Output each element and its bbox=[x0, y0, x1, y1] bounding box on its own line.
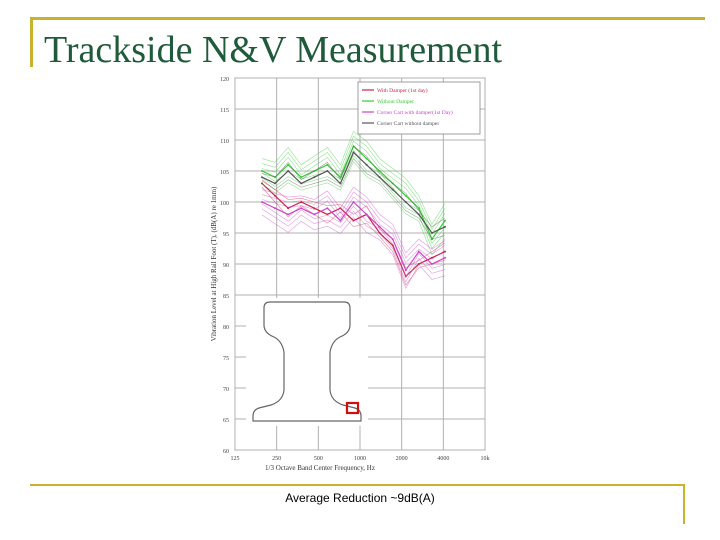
series-point bbox=[444, 219, 446, 222]
series-spread-line bbox=[261, 214, 446, 289]
series-point bbox=[378, 225, 381, 228]
series-point bbox=[261, 170, 263, 172]
series-spread-line bbox=[261, 191, 446, 259]
series-point bbox=[352, 219, 355, 222]
x-tick-label: 125 bbox=[231, 456, 240, 462]
series-spread-line bbox=[261, 208, 446, 283]
series-point bbox=[287, 163, 290, 166]
series-point bbox=[404, 194, 407, 197]
series-spread-line bbox=[261, 186, 446, 286]
series-point bbox=[339, 219, 342, 222]
y-tick-label: 105 bbox=[220, 170, 229, 176]
x-tick-label: 10k bbox=[481, 456, 490, 462]
bottom-right-border-line bbox=[683, 484, 685, 524]
series-point bbox=[378, 170, 381, 172]
series-point bbox=[391, 238, 394, 241]
series-point bbox=[417, 263, 420, 265]
y-tick-label: 80 bbox=[223, 325, 229, 331]
x-tick-label: 2000 bbox=[396, 456, 408, 462]
series-point bbox=[417, 250, 420, 253]
x-tick-label: 4000 bbox=[437, 456, 449, 462]
series-point bbox=[417, 213, 420, 216]
series-point bbox=[378, 176, 381, 179]
series-spread-line bbox=[261, 161, 446, 256]
series-point bbox=[313, 207, 316, 210]
y-tick-label: 85 bbox=[223, 294, 229, 300]
slide-title: Trackside N&V Measurement bbox=[44, 29, 503, 71]
series-spread-line bbox=[261, 158, 446, 240]
series-point bbox=[352, 201, 355, 203]
y-tick-label: 90 bbox=[223, 263, 229, 269]
x-tick-label: 500 bbox=[314, 456, 323, 462]
x-tick-label: 1000 bbox=[354, 456, 366, 462]
legend-entry: Without Damper bbox=[377, 99, 414, 105]
series-spread-line bbox=[261, 140, 446, 235]
y-tick-label: 110 bbox=[220, 139, 229, 145]
series-point bbox=[326, 170, 329, 172]
series-point bbox=[261, 182, 263, 185]
series-point bbox=[430, 263, 433, 265]
series-point bbox=[287, 213, 290, 216]
series-point bbox=[300, 176, 303, 179]
y-tick-label: 120 bbox=[220, 77, 229, 83]
y-tick-label: 75 bbox=[223, 356, 229, 362]
series-spread-line bbox=[261, 154, 446, 250]
series-point bbox=[313, 176, 316, 179]
series-point bbox=[444, 250, 446, 253]
sensor-location-marker bbox=[345, 401, 360, 415]
series-point bbox=[352, 151, 355, 154]
series-point bbox=[404, 201, 407, 203]
series-point bbox=[313, 213, 316, 216]
top-border-line bbox=[30, 17, 705, 20]
slide-caption: Average Reduction ~9dB(A) bbox=[285, 491, 435, 505]
series-point bbox=[404, 269, 407, 272]
series-point bbox=[300, 182, 303, 185]
rail-cross-section bbox=[252, 301, 362, 422]
bottom-border-line bbox=[30, 484, 685, 486]
series-point bbox=[326, 163, 329, 166]
x-tick-label: 250 bbox=[272, 456, 281, 462]
y-axis-label: Vibration Level at High Rail Foot (T), (… bbox=[210, 186, 218, 341]
series-point bbox=[430, 232, 433, 234]
series-point bbox=[365, 163, 368, 166]
series-point bbox=[365, 213, 368, 216]
series-point bbox=[339, 182, 342, 185]
series-point bbox=[444, 256, 446, 259]
y-tick-label: 60 bbox=[223, 449, 229, 455]
series-spread-line bbox=[261, 203, 446, 278]
series-point bbox=[274, 194, 277, 197]
series-point bbox=[261, 201, 263, 203]
series-point bbox=[391, 188, 394, 191]
series-spread-line bbox=[261, 186, 446, 254]
series-point bbox=[287, 207, 290, 210]
series-point bbox=[444, 225, 446, 228]
series-point bbox=[287, 170, 290, 172]
series-point bbox=[274, 182, 277, 185]
series-spread-line bbox=[261, 135, 446, 230]
y-tick-label: 115 bbox=[220, 108, 229, 114]
legend-box bbox=[357, 81, 481, 135]
series-spread-line bbox=[261, 149, 446, 245]
series-point bbox=[274, 207, 277, 210]
series-point bbox=[417, 207, 420, 210]
x-axis-label: 1/3 Octave Band Center Frequency, Hz bbox=[265, 464, 375, 472]
series-point bbox=[365, 157, 368, 160]
series-point bbox=[261, 176, 263, 179]
legend-entry: Corner Cart with damper(1st Day) bbox=[377, 109, 453, 116]
y-tick-label: 65 bbox=[223, 418, 229, 424]
series-point bbox=[300, 201, 303, 203]
series-spread-line bbox=[261, 130, 446, 225]
left-border-line bbox=[30, 17, 33, 67]
y-tick-label: 100 bbox=[220, 201, 229, 207]
series-spread-line bbox=[261, 196, 446, 264]
series-point bbox=[326, 207, 329, 210]
series-spread-line bbox=[261, 145, 446, 228]
series-point bbox=[300, 207, 303, 210]
legend-entry: With Damper (1st day) bbox=[377, 87, 428, 94]
legend-entry: Corner Cart without damper bbox=[377, 121, 439, 127]
y-tick-label: 70 bbox=[223, 387, 229, 393]
y-tick-label: 95 bbox=[223, 232, 229, 238]
series-spread-line bbox=[261, 179, 446, 269]
